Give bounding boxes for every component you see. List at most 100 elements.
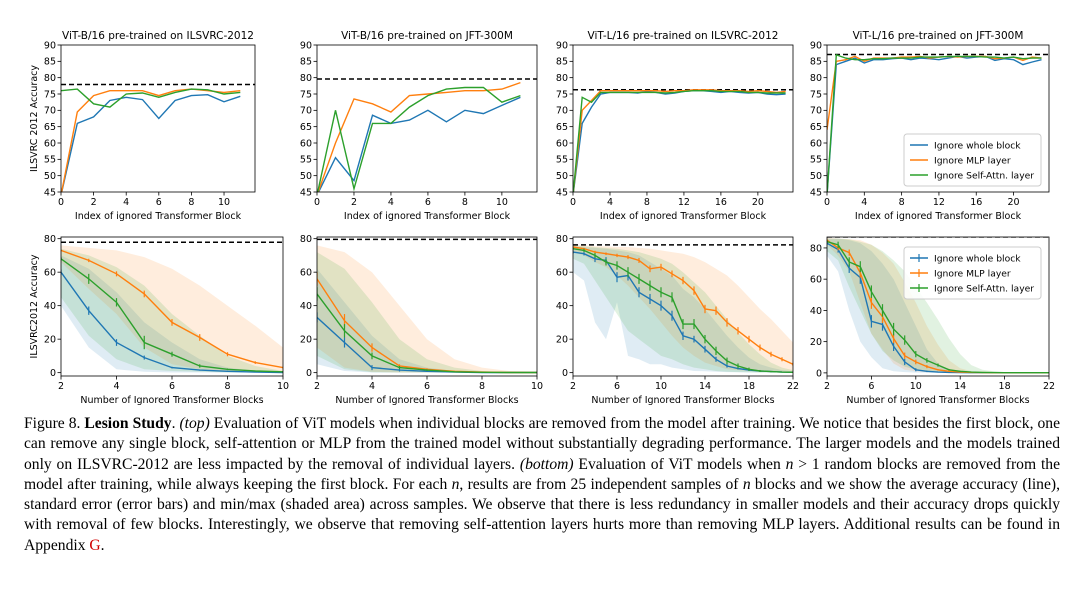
y-tick-label: 65: [556, 122, 568, 133]
chart-title: ViT-B/16 pre-trained on ILSVRC-2012: [62, 30, 254, 42]
minmax-band: [827, 237, 1049, 373]
y-tick-label: 90: [300, 40, 312, 51]
y-tick-label: 75: [556, 89, 568, 100]
x-axis-label: Index of ignored Transformer Block: [600, 211, 767, 222]
x-tick-label: 4: [607, 197, 613, 208]
y-tick-label: 40: [810, 306, 822, 317]
plot-area: [573, 89, 793, 192]
chart-panel-4: 0 4 8 12 16 20 45 50 55 60 65 70 75 80 85 90 ViT-L/16 pr…: [810, 30, 1050, 222]
plot-area: [573, 244, 793, 373]
x-tick-label: 12: [678, 197, 690, 208]
series-line: [827, 53, 1042, 192]
y-tick-label: 85: [300, 57, 312, 68]
plot-area: [61, 241, 283, 374]
plot-area: [317, 238, 537, 374]
x-tick-label: 4: [113, 381, 119, 392]
x-tick-label: 18: [743, 381, 755, 392]
x-tick-label: 4: [388, 197, 394, 208]
x-tick-label: 14: [954, 381, 966, 392]
y-tick-label: 45: [44, 187, 56, 198]
y-tick-label: 60: [556, 268, 568, 279]
y-tick-label: 0: [306, 368, 312, 379]
y-tick-label: 80: [300, 73, 312, 84]
x-axis-label: Index of ignored Transformer Block: [75, 211, 242, 222]
y-axis-label: ILSVRC 2012 Accuracy: [29, 65, 40, 172]
x-tick-label: 22: [1043, 381, 1055, 392]
y-tick-label: 50: [44, 171, 56, 182]
x-axis-label: Index of ignored Transformer Block: [855, 211, 1022, 222]
y-tick-label: 60: [556, 138, 568, 149]
y-tick-label: 80: [44, 73, 56, 84]
y-tick-label: 70: [300, 106, 312, 117]
x-axis-label: Index of ignored Transformer Block: [344, 211, 511, 222]
y-tick-label: 0: [562, 368, 568, 379]
top-label: (top): [179, 415, 210, 432]
x-tick-label: 16: [970, 197, 982, 208]
x-axis-label: Number of Ignored Transformer Blocks: [846, 395, 1029, 406]
x-tick-label: 4: [861, 197, 867, 208]
math-n: n: [785, 455, 794, 473]
y-tick-label: 80: [810, 243, 822, 254]
plot-area: [317, 78, 537, 192]
series-line: [61, 88, 241, 192]
series-line: [61, 88, 241, 108]
y-tick-label: 55: [556, 155, 568, 166]
x-tick-label: 6: [169, 381, 175, 392]
chart-panel-2: 0 2 4 6 8 10 45 50 55 60 65 70 75 80 85 90 ViT-B/16 pre-…: [300, 30, 538, 222]
legend-label: Ignore MLP layer: [934, 268, 1011, 279]
caption-end: .: [100, 536, 105, 554]
y-tick-label: 85: [556, 57, 568, 68]
plot-frame: [826, 44, 1050, 193]
x-tick-label: 4: [123, 197, 129, 208]
legend-box: [903, 246, 1042, 300]
x-axis-label: Number of Ignored Transformer Blocks: [80, 395, 263, 406]
x-tick-label: 10: [496, 197, 508, 208]
y-tick-label: 65: [300, 122, 312, 133]
x-tick-label: 2: [824, 381, 830, 392]
y-tick-label: 0: [50, 368, 56, 379]
figure-caption: Figure 8. Lesion Study. (top) Evaluation…: [24, 415, 1060, 554]
x-tick-label: 0: [570, 197, 576, 208]
series-line: [573, 89, 786, 192]
x-tick-label: 14: [699, 381, 711, 392]
bottom-label: (bottom): [519, 455, 574, 473]
x-tick-label: 2: [91, 197, 97, 208]
legend-label: Ignore whole block: [934, 253, 1021, 264]
plot-frame: [572, 44, 794, 193]
y-tick-label: 80: [44, 234, 56, 245]
x-tick-label: 2: [314, 381, 320, 392]
x-tick-label: 8: [644, 197, 650, 208]
x-tick-label: 6: [425, 197, 431, 208]
plot-area: [827, 237, 1049, 374]
x-tick-label: 10: [277, 381, 289, 392]
y-tick-label: 90: [810, 40, 822, 51]
y-tick-label: 60: [300, 268, 312, 279]
top-description: Evaluation of ViT models when individual…: [24, 415, 1060, 473]
x-tick-label: 8: [899, 197, 905, 208]
y-axis-label: ILSVRC2012 Accuracy: [29, 254, 40, 358]
x-tick-label: 2: [351, 197, 357, 208]
y-tick-label: 75: [810, 89, 822, 100]
plot-area: [827, 53, 1049, 192]
y-tick-label: 60: [44, 138, 56, 149]
x-tick-label: 8: [224, 381, 230, 392]
y-tick-label: 60: [300, 138, 312, 149]
plot-frame: [316, 44, 538, 193]
bottom-description-1: Evaluation of ViT models when: [578, 455, 781, 473]
legend-box: [903, 133, 1042, 187]
x-tick-label: 20: [1008, 197, 1020, 208]
y-tick-label: 50: [556, 171, 568, 182]
y-tick-label: 70: [556, 106, 568, 117]
plot-frame: [826, 236, 1050, 377]
x-axis-label: Number of Ignored Transformer Blocks: [591, 395, 774, 406]
minmax-band: [827, 238, 1049, 373]
y-tick-label: 90: [556, 40, 568, 51]
y-tick-label: 40: [44, 301, 56, 312]
y-tick-label: 70: [44, 106, 56, 117]
appendix-link[interactable]: G: [89, 536, 101, 554]
x-tick-label: 8: [188, 197, 194, 208]
x-tick-label: 2: [58, 381, 64, 392]
y-tick-label: 45: [300, 187, 312, 198]
chart-title: ViT-B/16 pre-trained on JFT-300M: [341, 30, 513, 42]
figure-label: Figure 8.: [24, 415, 81, 432]
